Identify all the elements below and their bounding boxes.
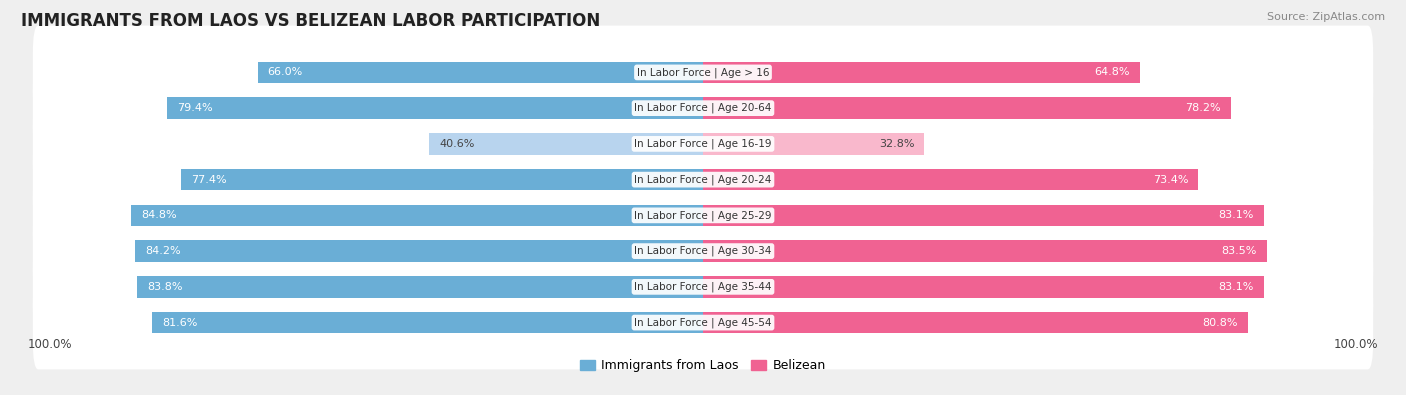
Text: In Labor Force | Age 35-44: In Labor Force | Age 35-44	[634, 282, 772, 292]
Text: In Labor Force | Age 20-24: In Labor Force | Age 20-24	[634, 174, 772, 185]
Text: 77.4%: 77.4%	[191, 175, 226, 184]
FancyBboxPatch shape	[32, 240, 1374, 334]
Text: IMMIGRANTS FROM LAOS VS BELIZEAN LABOR PARTICIPATION: IMMIGRANTS FROM LAOS VS BELIZEAN LABOR P…	[21, 12, 600, 30]
Text: 64.8%: 64.8%	[1095, 68, 1130, 77]
Bar	[703, 312, 1249, 333]
FancyBboxPatch shape	[32, 61, 1374, 155]
FancyBboxPatch shape	[32, 97, 1374, 191]
Text: 100.0%: 100.0%	[1333, 338, 1378, 351]
Text: In Labor Force | Age > 16: In Labor Force | Age > 16	[637, 67, 769, 78]
Text: In Labor Force | Age 16-19: In Labor Force | Age 16-19	[634, 139, 772, 149]
FancyBboxPatch shape	[32, 204, 1374, 298]
Text: In Labor Force | Age 25-29: In Labor Force | Age 25-29	[634, 210, 772, 221]
Text: 83.1%: 83.1%	[1219, 211, 1254, 220]
Text: In Labor Force | Age 20-64: In Labor Force | Age 20-64	[634, 103, 772, 113]
Bar	[703, 276, 1264, 297]
Bar	[703, 98, 1230, 119]
Text: 40.6%: 40.6%	[439, 139, 474, 149]
Text: 79.4%: 79.4%	[177, 103, 212, 113]
Text: 32.8%: 32.8%	[879, 139, 914, 149]
Text: In Labor Force | Age 45-54: In Labor Force | Age 45-54	[634, 317, 772, 328]
FancyBboxPatch shape	[32, 133, 1374, 226]
Text: 84.8%: 84.8%	[141, 211, 176, 220]
Text: 83.1%: 83.1%	[1219, 282, 1254, 292]
Text: 73.4%: 73.4%	[1153, 175, 1188, 184]
Bar	[180, 169, 703, 190]
Bar	[135, 241, 703, 262]
Text: 66.0%: 66.0%	[267, 68, 302, 77]
Text: 78.2%: 78.2%	[1185, 103, 1220, 113]
Bar	[703, 62, 1140, 83]
Bar	[131, 205, 703, 226]
FancyBboxPatch shape	[32, 276, 1374, 369]
Bar	[703, 169, 1198, 190]
FancyBboxPatch shape	[32, 26, 1374, 119]
Bar	[703, 241, 1267, 262]
Bar	[257, 62, 703, 83]
Bar	[152, 312, 703, 333]
Text: 100.0%: 100.0%	[28, 338, 73, 351]
Text: 81.6%: 81.6%	[163, 318, 198, 327]
Text: 84.2%: 84.2%	[145, 246, 180, 256]
Text: In Labor Force | Age 30-34: In Labor Force | Age 30-34	[634, 246, 772, 256]
Bar	[167, 98, 703, 119]
Text: 80.8%: 80.8%	[1202, 318, 1239, 327]
Bar	[703, 133, 924, 154]
Text: Source: ZipAtlas.com: Source: ZipAtlas.com	[1267, 12, 1385, 22]
Text: 83.5%: 83.5%	[1220, 246, 1257, 256]
FancyBboxPatch shape	[32, 169, 1374, 262]
Legend: Immigrants from Laos, Belizean: Immigrants from Laos, Belizean	[575, 354, 831, 377]
Bar	[138, 276, 703, 297]
Text: 83.8%: 83.8%	[148, 282, 183, 292]
Bar	[429, 133, 703, 154]
Bar	[703, 205, 1264, 226]
